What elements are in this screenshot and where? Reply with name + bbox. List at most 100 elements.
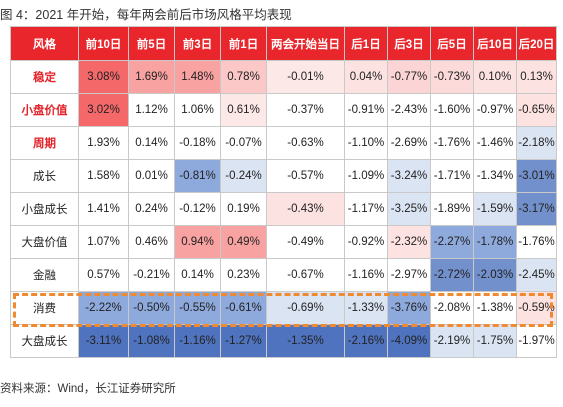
value-cell: -0.92% [344, 225, 388, 259]
table-row: 周期 1.93% 0.14% -0.18% -0.07% -0.63% -1.10% -2.6… [10, 126, 557, 160]
value-cell: -0.07% [220, 126, 267, 160]
row-label: 周期 [10, 126, 79, 160]
header-period: 前5日 [128, 26, 175, 61]
value-cell: -1.71% [430, 159, 474, 193]
value-cell: 1.41% [78, 192, 129, 226]
header-period: 前1日 [220, 26, 267, 61]
value-cell: -3.17% [516, 192, 557, 226]
value-cell: -0.61% [220, 291, 267, 325]
value-cell: -2.18% [516, 126, 557, 160]
value-cell: -1.59% [473, 192, 517, 226]
value-cell: -1.16% [174, 324, 221, 358]
value-cell: 0.19% [220, 192, 267, 226]
value-cell: -3.11% [78, 324, 129, 358]
table-row: 成长 1.58% 0.01% -0.81% -0.24% -0.57% -1.09% -3.2… [10, 159, 557, 193]
table-body: 稳定 3.08% 1.69% 1.48% 0.78% -0.01% 0.04% -0.77% -… [10, 60, 557, 358]
table-row: 消费 -2.22% -0.50% -0.55% -0.61% -0.69% -1.33% -3… [10, 291, 557, 325]
value-cell: 0.14% [174, 258, 221, 292]
header-period: 后5日 [430, 26, 474, 61]
row-label: 消费 [10, 291, 79, 325]
value-cell: -2.97% [387, 258, 431, 292]
value-cell: -2.22% [78, 291, 129, 325]
value-cell: -0.97% [473, 93, 517, 127]
value-cell: 0.01% [128, 159, 175, 193]
value-cell: 0.57% [78, 258, 129, 292]
value-cell: -2.16% [344, 324, 388, 358]
header-style: 风格 [10, 26, 79, 61]
row-label: 金融 [10, 258, 79, 292]
value-cell: -1.38% [473, 291, 517, 325]
value-cell: -1.78% [473, 225, 517, 259]
value-cell: -0.91% [344, 93, 388, 127]
row-label: 小盘价值 [10, 93, 79, 127]
value-cell: -0.50% [128, 291, 175, 325]
row-label: 稳定 [10, 60, 79, 94]
value-cell: -2.45% [516, 258, 557, 292]
value-cell: -2.72% [430, 258, 474, 292]
value-cell: -3.25% [387, 192, 431, 226]
header-period: 后1日 [344, 26, 388, 61]
value-cell: -0.81% [174, 159, 221, 193]
header-period: 两会开始当日 [266, 26, 345, 61]
value-cell: -0.24% [220, 159, 267, 193]
value-cell: -1.89% [430, 192, 474, 226]
value-cell: -1.16% [344, 258, 388, 292]
value-cell: -0.65% [516, 93, 557, 127]
value-cell: -1.17% [344, 192, 388, 226]
style-performance-table-container: 风格 前10日 前5日 前3日 前1日 两会开始当日 后1日 后3日 后5日 后10日 后20日 稳… [10, 26, 557, 358]
value-cell: 3.08% [78, 60, 129, 94]
value-cell: -2.08% [430, 291, 474, 325]
value-cell: -0.43% [266, 192, 345, 226]
header-period: 前10日 [78, 26, 129, 61]
value-cell: 0.10% [473, 60, 517, 94]
value-cell: -1.35% [266, 324, 345, 358]
style-performance-table: 风格 前10日 前5日 前3日 前1日 两会开始当日 后1日 后3日 后5日 后10日 后20日 稳… [10, 26, 557, 358]
value-cell: -0.18% [174, 126, 221, 160]
row-label: 大盘价值 [10, 225, 79, 259]
value-cell: 1.07% [78, 225, 129, 259]
value-cell: -2.69% [387, 126, 431, 160]
value-cell: 0.14% [128, 126, 175, 160]
value-cell: -0.67% [266, 258, 345, 292]
value-cell: -0.01% [266, 60, 345, 94]
value-cell: -1.34% [473, 159, 517, 193]
value-cell: -0.49% [266, 225, 345, 259]
row-label: 大盘成长 [10, 324, 79, 358]
value-cell: 0.23% [220, 258, 267, 292]
value-cell: -2.27% [430, 225, 474, 259]
value-cell: -1.46% [473, 126, 517, 160]
value-cell: -2.43% [387, 93, 431, 127]
value-cell: 0.94% [174, 225, 221, 259]
header-period: 后20日 [516, 26, 557, 61]
source-note: 资料来源：Wind，长江证券研究所 [0, 383, 176, 395]
value-cell: -1.33% [344, 291, 388, 325]
row-label: 小盘成长 [10, 192, 79, 226]
value-cell: 3.02% [78, 93, 129, 127]
table-row: 大盘价值 1.07% 0.46% 0.94% 0.49% -0.49% -0.92% -2.3… [10, 225, 557, 259]
row-label: 成长 [10, 159, 79, 193]
value-cell: -3.24% [387, 159, 431, 193]
value-cell: 1.48% [174, 60, 221, 94]
value-cell: -0.63% [266, 126, 345, 160]
header-period: 后3日 [387, 26, 431, 61]
value-cell: -1.09% [344, 159, 388, 193]
value-cell: 1.93% [78, 126, 129, 160]
table-header-row: 风格 前10日 前5日 前3日 前1日 两会开始当日 后1日 后3日 后5日 后10日 后20日 [10, 26, 557, 61]
value-cell: 0.78% [220, 60, 267, 94]
value-cell: 0.24% [128, 192, 175, 226]
table-row: 稳定 3.08% 1.69% 1.48% 0.78% -0.01% 0.04% -0.77% -… [10, 60, 557, 94]
value-cell: -1.08% [128, 324, 175, 358]
value-cell: -0.55% [174, 291, 221, 325]
value-cell: -0.77% [387, 60, 431, 94]
value-cell: -1.10% [344, 126, 388, 160]
value-cell: -4.09% [387, 324, 431, 358]
value-cell: 0.49% [220, 225, 267, 259]
value-cell: -0.21% [128, 258, 175, 292]
value-cell: -3.76% [387, 291, 431, 325]
figure-title: 图 4：2021 年开始，每年两会前后市场风格平均表现 [0, 8, 292, 22]
value-cell: -2.03% [473, 258, 517, 292]
value-cell: 1.12% [128, 93, 175, 127]
value-cell: -1.97% [516, 324, 557, 358]
value-cell: -2.32% [387, 225, 431, 259]
value-cell: -3.01% [516, 159, 557, 193]
